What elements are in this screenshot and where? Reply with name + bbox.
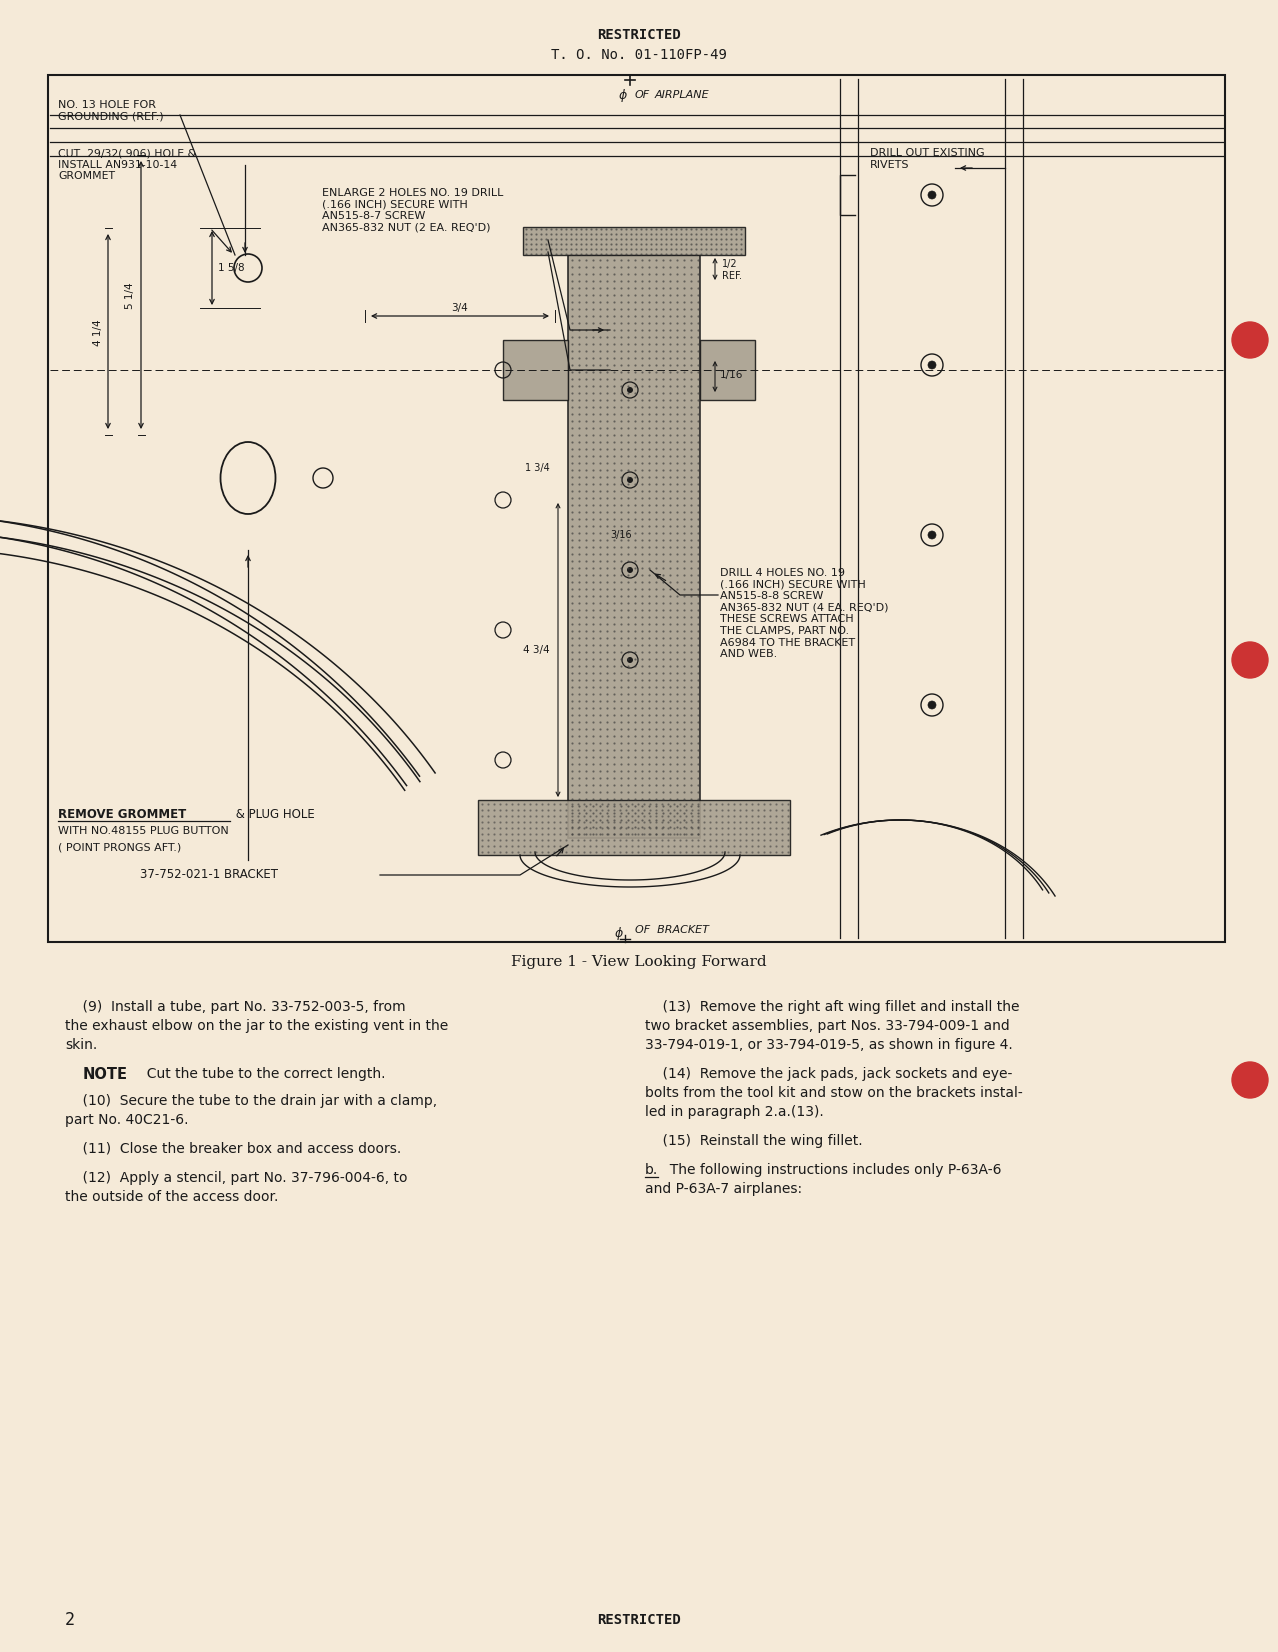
Circle shape xyxy=(1232,1062,1268,1099)
Circle shape xyxy=(1232,322,1268,358)
Text: 5 1/4: 5 1/4 xyxy=(125,282,135,309)
Text: 3/16: 3/16 xyxy=(610,530,631,540)
Text: led in paragraph 2.a.(13).: led in paragraph 2.a.(13). xyxy=(645,1105,824,1118)
Text: T. O. No. 01-110FP-49: T. O. No. 01-110FP-49 xyxy=(551,48,727,63)
Text: 1 3/4: 1 3/4 xyxy=(525,463,550,472)
Circle shape xyxy=(928,192,935,198)
Text: DRILL OUT EXISTING
RIVETS: DRILL OUT EXISTING RIVETS xyxy=(870,149,984,170)
Text: and P-63A-7 airplanes:: and P-63A-7 airplanes: xyxy=(645,1181,803,1196)
Circle shape xyxy=(627,477,633,482)
Text: The following instructions includes only P-63A-6: The following instructions includes only… xyxy=(661,1163,1002,1176)
Circle shape xyxy=(928,530,935,539)
Text: 1 5/8: 1 5/8 xyxy=(219,263,244,273)
Text: 37-752-021-1 BRACKET: 37-752-021-1 BRACKET xyxy=(141,869,279,882)
Circle shape xyxy=(928,362,935,368)
Text: CUT  29/32(.906) HOLE &
INSTALL AN931-10-14
GROMMET: CUT 29/32(.906) HOLE & INSTALL AN931-10-… xyxy=(58,149,196,182)
Text: DRILL 4 HOLES NO. 19
(.166 INCH) SECURE WITH
AN515-8-8 SCREW
AN365-832 NUT (4 EA: DRILL 4 HOLES NO. 19 (.166 INCH) SECURE … xyxy=(720,568,888,659)
Text: NO. 13 HOLE FOR
GROUNDING (REF.): NO. 13 HOLE FOR GROUNDING (REF.) xyxy=(58,101,164,122)
Text: AIRPLANE: AIRPLANE xyxy=(656,89,709,101)
Text: 4 3/4: 4 3/4 xyxy=(524,644,550,654)
Text: (10)  Secure the tube to the drain jar with a clamp,: (10) Secure the tube to the drain jar wi… xyxy=(65,1094,437,1108)
Text: WITH NO.48155 PLUG BUTTON: WITH NO.48155 PLUG BUTTON xyxy=(58,826,229,836)
Text: part No. 40C21-6.: part No. 40C21-6. xyxy=(65,1113,188,1127)
Circle shape xyxy=(627,657,633,662)
Text: (13)  Remove the right aft wing fillet and install the: (13) Remove the right aft wing fillet an… xyxy=(645,999,1020,1014)
Text: skin.: skin. xyxy=(65,1037,97,1052)
Text: RESTRICTED: RESTRICTED xyxy=(597,28,681,41)
Text: Cut the tube to the correct length.: Cut the tube to the correct length. xyxy=(138,1067,386,1080)
Text: OF: OF xyxy=(635,89,651,101)
Text: 1/16: 1/16 xyxy=(720,370,744,380)
Text: 1/2
REF.: 1/2 REF. xyxy=(722,259,743,281)
Text: OF  BRACKET: OF BRACKET xyxy=(635,925,709,935)
Text: RESTRICTED: RESTRICTED xyxy=(597,1612,681,1627)
Bar xyxy=(700,340,755,400)
Text: (11)  Close the breaker box and access doors.: (11) Close the breaker box and access do… xyxy=(65,1142,401,1156)
Text: NOTE: NOTE xyxy=(83,1067,128,1082)
Bar xyxy=(523,226,745,254)
Text: 3/4: 3/4 xyxy=(451,302,468,312)
Text: REMOVE GROMMET: REMOVE GROMMET xyxy=(58,808,187,821)
Bar xyxy=(478,800,790,856)
Text: (9)  Install a tube, part No. 33-752-003-5, from: (9) Install a tube, part No. 33-752-003-… xyxy=(65,999,405,1014)
Text: bolts from the tool kit and stow on the brackets instal-: bolts from the tool kit and stow on the … xyxy=(645,1085,1022,1100)
Text: & PLUG HOLE: & PLUG HOLE xyxy=(233,808,314,821)
Text: Figure 1 - View Looking Forward: Figure 1 - View Looking Forward xyxy=(511,955,767,970)
Circle shape xyxy=(627,387,633,393)
Circle shape xyxy=(1232,643,1268,677)
Circle shape xyxy=(928,700,935,709)
Text: the outside of the access door.: the outside of the access door. xyxy=(65,1189,279,1204)
Text: 33-794-019-1, or 33-794-019-5, as shown in figure 4.: 33-794-019-1, or 33-794-019-5, as shown … xyxy=(645,1037,1012,1052)
Text: the exhaust elbow on the jar to the existing vent in the: the exhaust elbow on the jar to the exis… xyxy=(65,1019,449,1032)
Circle shape xyxy=(627,567,633,573)
Text: (12)  Apply a stencil, part No. 37-796-004-6, to: (12) Apply a stencil, part No. 37-796-00… xyxy=(65,1171,408,1184)
Bar xyxy=(504,340,567,400)
Text: b.: b. xyxy=(645,1163,658,1176)
Text: ( POINT PRONGS AFT.): ( POINT PRONGS AFT.) xyxy=(58,843,181,852)
Text: two bracket assemblies, part Nos. 33-794-009-1 and: two bracket assemblies, part Nos. 33-794… xyxy=(645,1019,1010,1032)
Text: $\phi$: $\phi$ xyxy=(619,86,627,104)
Bar xyxy=(49,74,1226,942)
Text: 2: 2 xyxy=(65,1611,75,1629)
Text: $\phi$: $\phi$ xyxy=(615,925,624,942)
Text: ENLARGE 2 HOLES NO. 19 DRILL
(.166 INCH) SECURE WITH
AN515-8-7 SCREW
AN365-832 N: ENLARGE 2 HOLES NO. 19 DRILL (.166 INCH)… xyxy=(322,188,504,233)
Bar xyxy=(567,254,700,838)
Text: (14)  Remove the jack pads, jack sockets and eye-: (14) Remove the jack pads, jack sockets … xyxy=(645,1067,1012,1080)
Text: (15)  Reinstall the wing fillet.: (15) Reinstall the wing fillet. xyxy=(645,1133,863,1148)
Text: 4 1/4: 4 1/4 xyxy=(93,320,104,347)
